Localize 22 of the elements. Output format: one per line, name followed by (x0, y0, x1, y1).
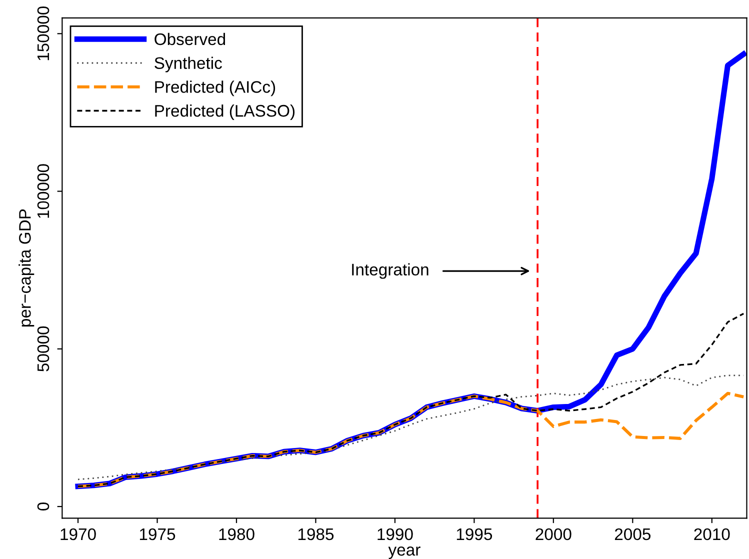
y-tick-label: 0 (37, 502, 50, 511)
x-tick-label: 1990 (378, 528, 413, 540)
x-tick-label: 1985 (298, 528, 334, 540)
legend-label: Predicted (LASSO) (155, 104, 295, 120)
x-tick-label: 2010 (694, 528, 730, 540)
x-axis-title: year (388, 546, 420, 559)
legend-label: Predicted (AICc) (155, 80, 276, 96)
line-series (77, 312, 744, 488)
x-tick-label: 2005 (614, 528, 650, 540)
annotation: Integration (352, 263, 428, 279)
x-tick-label: 1995 (456, 528, 492, 540)
x-tick-label: 2000 (536, 528, 572, 540)
x-tick-label: 1980 (219, 528, 254, 540)
y-axis-title: per−capita GDP (18, 209, 34, 326)
legend-label: Synthetic (154, 56, 222, 72)
x-tick-label: 1970 (60, 528, 96, 540)
y-tick-label: 150000 (37, 6, 50, 60)
x-tick-label: 1975 (140, 528, 176, 540)
y-tick-label: 100000 (37, 164, 50, 218)
y-tick-label: 50000 (37, 326, 50, 372)
legend-label: Observed (154, 32, 226, 46)
line-series (76, 392, 746, 488)
